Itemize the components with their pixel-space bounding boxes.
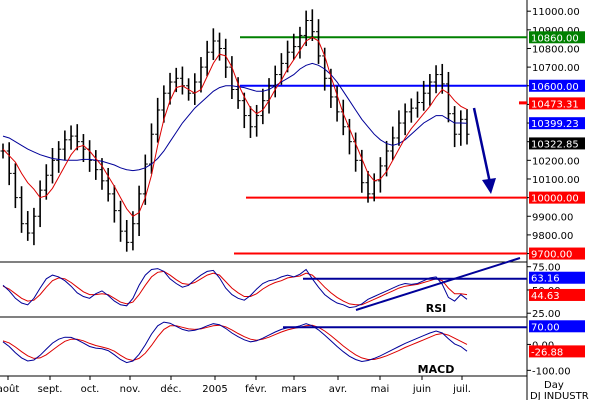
macd-value-tag-box	[529, 345, 585, 358]
price-level-tag-label: 10600.00	[531, 82, 579, 93]
x-axis-month-label: 2005	[202, 384, 227, 395]
x-axis-month-label: déc.	[160, 383, 181, 395]
rsi-value-tag-box	[529, 288, 585, 301]
price-value-tag-label: 10399.23	[531, 119, 579, 130]
price-value-tag-box	[529, 137, 585, 150]
macd-ytick-label: -100.00	[532, 366, 571, 377]
corner-label-instrument: DJ INDUSTR	[530, 391, 589, 400]
x-axis-month-label: sept.	[38, 384, 63, 395]
macd-value-tag-label: -26.88	[531, 347, 563, 358]
x-axis-month-label: févr.	[245, 383, 267, 395]
price-ytick-label: 10700.00	[532, 63, 580, 74]
rsi-line	[2, 268, 468, 309]
macd-panel-title: MACD	[418, 363, 455, 376]
x-axis-month-label: mars	[281, 384, 306, 395]
macd-level-tag-box	[529, 320, 585, 333]
price-level-tag-label: 10860.00	[531, 33, 579, 44]
price-ytick-label: 10800.00	[532, 44, 580, 55]
price-value-tag-box	[529, 117, 585, 130]
rsi-rising-trendline	[355, 257, 521, 311]
downtrend-arrow-head	[482, 178, 496, 194]
price-level-tag-box	[529, 79, 585, 92]
value-tags: 10860.00 10600.00 10000.00 9700.00 10473.31 1…	[519, 31, 585, 358]
x-axis-labels: août sept. oct. nov. déc. 2005 févr. mars avr. ma…	[0, 376, 471, 395]
price-value-tag-box	[529, 97, 585, 110]
indicator-lines	[2, 36, 468, 364]
x-axis-month-label: oct.	[81, 384, 100, 395]
x-axis-month-label: août	[0, 383, 19, 395]
trendline-annotations	[283, 107, 527, 329]
price-ytick-label: 10200.00	[532, 156, 580, 167]
price-level-tag-box	[529, 247, 585, 260]
price-level-tag-box	[529, 31, 585, 44]
macd-line	[2, 321, 468, 364]
price-ytick-label: 11000.00	[532, 7, 580, 18]
price-short-moving-average-line	[2, 36, 468, 217]
price-level-tag-box	[529, 191, 585, 204]
x-axis-month-label: avr.	[329, 384, 347, 395]
price-value-tag-label: 10473.31	[531, 99, 579, 110]
price-ytick-label: 10100.00	[532, 175, 580, 186]
x-axis-month-label: mai	[371, 384, 390, 395]
rsi-level-tag-label: 63.16	[531, 274, 560, 285]
price-ytick-label: 9900.00	[532, 212, 573, 223]
rsi-ytick-label: 75.00	[532, 263, 561, 274]
macd-signal-line	[2, 324, 468, 362]
rsi-signal-line	[2, 270, 468, 306]
x-axis-month-label: nov.	[120, 384, 141, 395]
rsi-level-tag-box	[529, 271, 585, 284]
reference-levels	[234, 36, 527, 255]
corner-label-day: Day	[544, 380, 564, 391]
rsi-ytick-label: 25.00	[532, 309, 561, 320]
x-axis-month-label: juin	[412, 384, 431, 395]
price-level-tag-label: 9700.00	[531, 250, 572, 261]
macd-level-tag-label: 70.00	[531, 322, 560, 333]
price-ytick-label: 9800.00	[532, 231, 573, 242]
rsi-panel-title: RSI	[426, 302, 447, 315]
price-long-moving-average-line	[2, 62, 468, 172]
x-axis-month-label: juil.	[452, 384, 471, 395]
rsi-value-tag-label: 44.63	[531, 291, 560, 302]
downtrend-arrow-shaft	[472, 107, 492, 184]
price-value-tag-label: 10322.85	[531, 139, 579, 150]
price-level-tag-label: 10000.00	[531, 194, 579, 205]
price-value-marker	[519, 101, 527, 105]
